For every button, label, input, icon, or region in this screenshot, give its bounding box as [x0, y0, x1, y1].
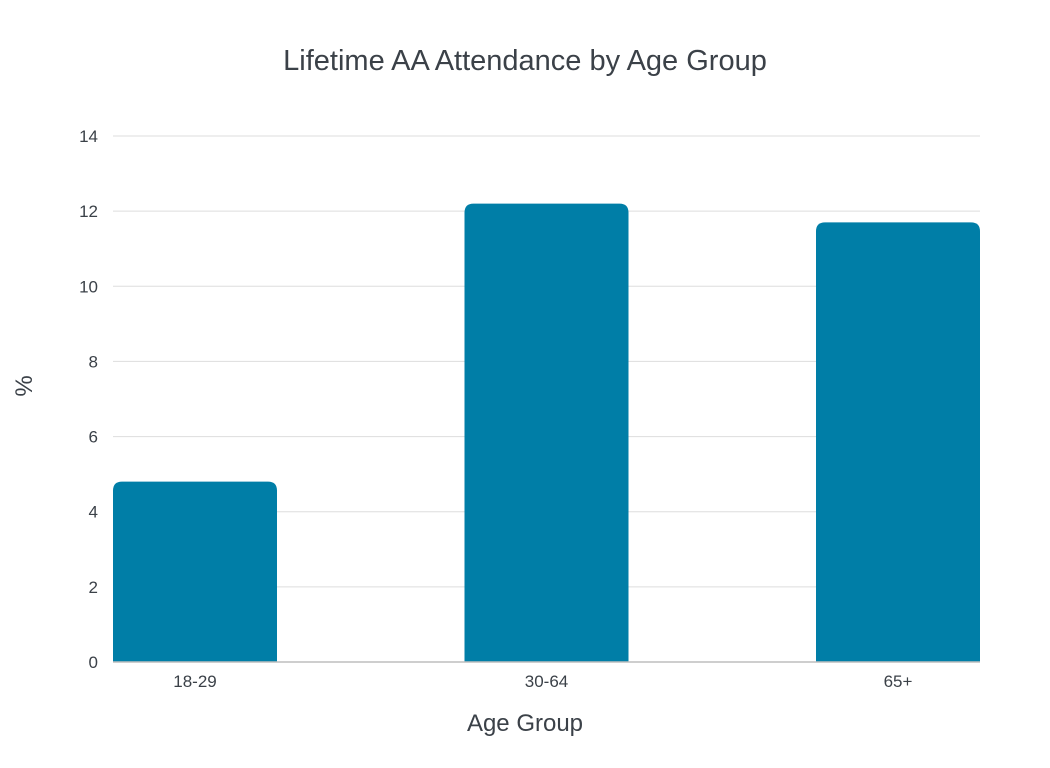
x-axis-ticks: 18-29 30-64 65+: [173, 672, 912, 691]
y-tick-label: 4: [89, 503, 98, 522]
x-tick-label: 18-29: [173, 672, 216, 691]
bar-18-29: [113, 481, 277, 662]
y-tick-label: 8: [89, 352, 98, 371]
x-tick-label: 65+: [884, 672, 913, 691]
y-tick-label: 0: [89, 653, 98, 672]
y-tick-label: 12: [79, 202, 98, 221]
bar-30-64: [464, 203, 629, 662]
bar-65+: [816, 222, 980, 662]
y-axis-title: %: [11, 375, 38, 396]
y-tick-label: 6: [89, 428, 98, 447]
x-tick-label: 30-64: [525, 672, 568, 691]
y-tick-label: 2: [89, 578, 98, 597]
y-tick-label: 10: [79, 277, 98, 296]
chart-title: Lifetime AA Attendance by Age Group: [283, 45, 767, 77]
bars: [113, 203, 980, 662]
y-axis-ticks: 0 2 4 6 8 10 12 14: [79, 127, 98, 672]
x-axis-title: Age Group: [467, 710, 583, 737]
y-tick-label: 14: [79, 127, 98, 146]
